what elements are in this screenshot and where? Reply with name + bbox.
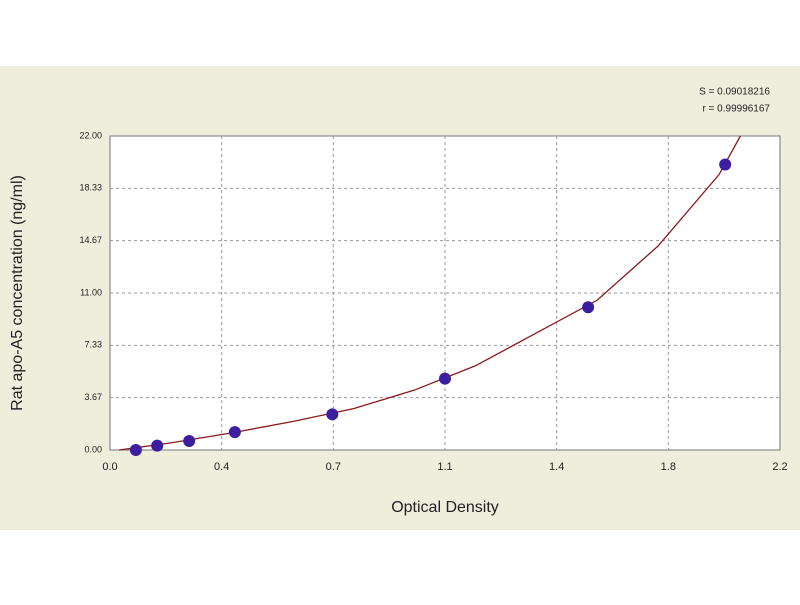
data-point: [228, 426, 241, 439]
y-tick-label: 7.33: [84, 340, 102, 350]
annotation: r = 0.99996167: [702, 104, 770, 115]
y-tick-label: 18.33: [79, 183, 102, 193]
y-tick-label: 3.67: [84, 392, 102, 402]
y-axis-label: Rat apo-A5 concentration (ng/ml): [9, 175, 26, 411]
data-point: [129, 444, 142, 456]
x-tick-label: 1.1: [437, 461, 452, 473]
y-tick-label: 11.00: [80, 287, 102, 297]
x-tick-label: 0.4: [214, 461, 229, 473]
x-tick-label: 1.4: [549, 461, 564, 473]
data-point: [183, 435, 196, 448]
x-tick-label: 0.7: [326, 461, 341, 473]
data-point: [151, 439, 164, 452]
y-tick-label: 14.67: [79, 235, 102, 245]
x-axis-label: Optical Density: [391, 499, 499, 516]
data-point: [326, 408, 339, 421]
data-point: [582, 301, 595, 314]
data-point: [719, 158, 732, 171]
x-tick-label: 0.0: [102, 461, 117, 473]
y-tick-label: 0.00: [84, 444, 102, 454]
annotation: S = 0.09018216: [699, 87, 770, 98]
data-point: [439, 372, 451, 385]
x-tick-label: 1.8: [661, 461, 676, 473]
x-tick-label: 2.2: [772, 461, 787, 473]
y-tick-label: 22.00: [79, 130, 102, 140]
